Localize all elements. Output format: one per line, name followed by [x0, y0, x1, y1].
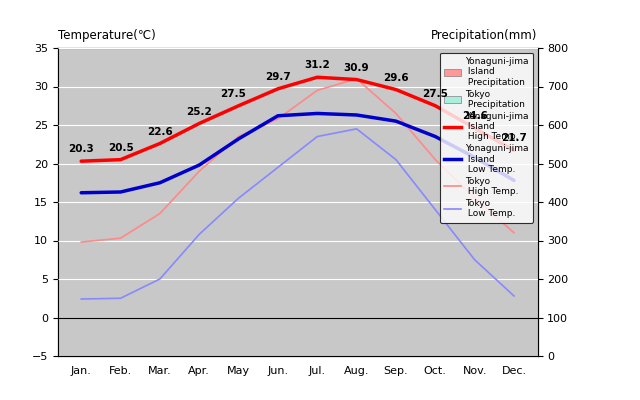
- Bar: [81, 334, 95, 356]
- Bar: [120, 335, 134, 356]
- Bar: [382, 292, 396, 356]
- Text: 20.5: 20.5: [108, 143, 133, 153]
- Text: 21.7: 21.7: [501, 134, 527, 144]
- Text: Precipitation(mm): Precipitation(mm): [431, 29, 538, 42]
- Text: Temperature(℃): Temperature(℃): [58, 29, 156, 42]
- Text: 29.7: 29.7: [265, 72, 291, 82]
- Text: 22.6: 22.6: [147, 126, 173, 136]
- Bar: [186, 318, 199, 356]
- Text: 29.6: 29.6: [383, 73, 409, 83]
- Bar: [264, 321, 278, 356]
- Text: 27.5: 27.5: [422, 89, 448, 99]
- Text: 20.3: 20.3: [68, 144, 94, 154]
- Bar: [475, 320, 488, 356]
- Bar: [461, 296, 475, 356]
- Bar: [500, 316, 514, 356]
- Bar: [278, 289, 292, 356]
- Text: 27.5: 27.5: [220, 89, 246, 99]
- Text: 24.6: 24.6: [461, 111, 488, 121]
- Bar: [239, 304, 252, 356]
- Bar: [225, 294, 239, 356]
- Text: 25.2: 25.2: [186, 106, 212, 116]
- Bar: [356, 296, 371, 356]
- Bar: [435, 292, 449, 356]
- Text: 30.9: 30.9: [344, 63, 369, 73]
- Bar: [199, 304, 213, 356]
- Text: 31.2: 31.2: [305, 60, 330, 70]
- Bar: [422, 292, 435, 356]
- Bar: [396, 275, 410, 356]
- Bar: [343, 304, 356, 356]
- Bar: [160, 312, 173, 356]
- Bar: [514, 341, 528, 356]
- Bar: [107, 329, 120, 356]
- Bar: [317, 294, 331, 356]
- Bar: [67, 306, 81, 356]
- Bar: [303, 341, 317, 356]
- Legend: Yonaguni-jima
 Island
 Precipitation, Tokyo
 Precipitation, Yonaguni-jima
 Islan: Yonaguni-jima Island Precipitation, Toky…: [440, 52, 533, 223]
- Bar: [146, 329, 160, 356]
